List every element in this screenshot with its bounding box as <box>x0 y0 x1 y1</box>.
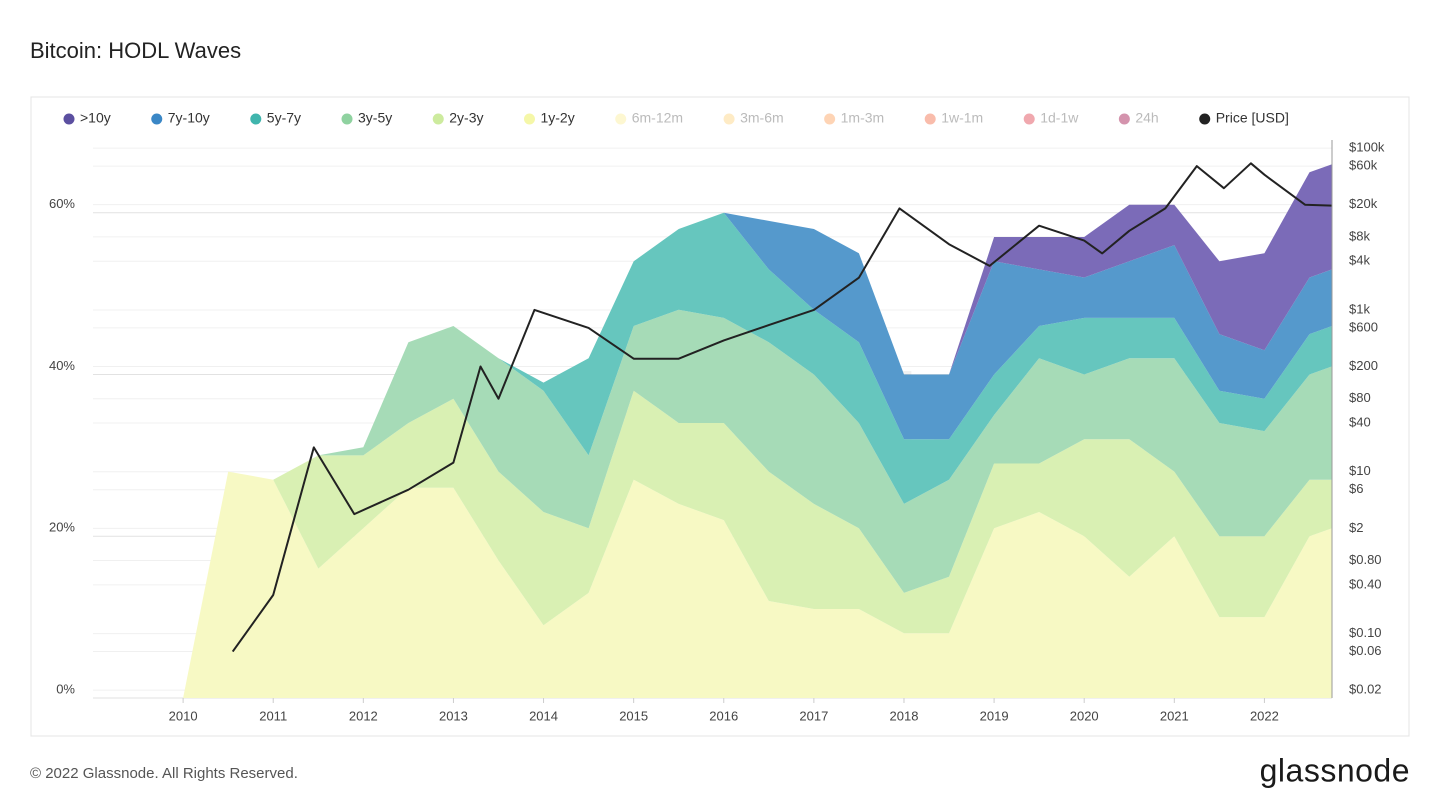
area <box>183 309 1333 698</box>
price-line <box>231 162 1333 653</box>
y2-tick-label: $6 <box>1349 481 1363 496</box>
legend-item[interactable]: 6m-12m <box>615 110 683 126</box>
legend-label: 7y-10y <box>168 110 210 126</box>
legend-label: 5y-7y <box>267 110 301 126</box>
x-tick-label: 2013 <box>439 708 468 723</box>
chart-frame <box>30 96 1410 737</box>
legend-swatch <box>523 113 535 125</box>
legend-swatch <box>1023 113 1035 125</box>
x-tick-label: 2011 <box>259 708 287 723</box>
chart-title: Bitcoin: HODL Waves <box>30 38 241 63</box>
y2-tick-label: $60k <box>1349 158 1378 173</box>
legend-swatch <box>615 113 627 125</box>
legend-item[interactable]: 2y-3y <box>432 110 484 126</box>
x-tick-label: 2022 <box>1250 708 1279 723</box>
y-tick-label: 0% <box>56 681 75 696</box>
legend-swatch <box>250 113 262 125</box>
legend-item[interactable]: 3m-6m <box>723 110 784 126</box>
legend-label: 6m-12m <box>632 110 683 126</box>
y2-tick-label: $100k <box>1349 140 1385 155</box>
y2-tick-label: $2 <box>1349 520 1363 535</box>
legend-swatch <box>341 113 353 125</box>
legend-item[interactable]: 3y-5y <box>341 110 393 126</box>
legend-label: 3y-5y <box>358 110 392 126</box>
legend-item[interactable]: 1w-1m <box>924 110 984 126</box>
y-tick-label: 20% <box>49 520 75 535</box>
x-tick-label: 2019 <box>980 708 1009 723</box>
y2-tick-label: $200 <box>1349 358 1378 373</box>
legend-item[interactable]: 1m-3m <box>824 110 884 126</box>
legend-swatch <box>151 113 163 125</box>
y2-tick-label: $0.06 <box>1349 643 1382 658</box>
y-tick-label: 40% <box>49 358 75 373</box>
legend-item[interactable]: 1y-2y <box>523 110 575 126</box>
legend-item[interactable]: Price [USD] <box>1199 110 1289 126</box>
y2-tick-label: $8k <box>1349 228 1370 243</box>
x-tick-label: 2012 <box>349 708 378 723</box>
legend-label: >10y <box>80 110 111 126</box>
y2-tick-label: $4k <box>1349 253 1370 268</box>
legend-item[interactable]: 7y-10y <box>151 110 210 126</box>
y-tick-label: 60% <box>49 196 75 211</box>
legend-label: 24h <box>1135 110 1158 126</box>
y2-tick-label: $1k <box>1349 301 1370 316</box>
legend-swatch <box>63 113 75 125</box>
y2-tick-label: $10 <box>1349 463 1371 478</box>
area <box>183 390 1333 698</box>
x-tick-label: 2014 <box>529 708 558 723</box>
x-tick-label: 2015 <box>619 708 648 723</box>
legend-item[interactable]: >10y <box>63 110 111 126</box>
footer: © 2022 Glassnode. All Rights Reserved. <box>30 765 298 782</box>
area <box>183 212 1333 699</box>
y2-tick-label: $40 <box>1349 414 1371 429</box>
x-tick-label: 2017 <box>799 708 828 723</box>
legend-label: 1d-1w <box>1040 110 1079 126</box>
x-tick-label: 2020 <box>1070 708 1099 723</box>
legend-label: 3m-6m <box>740 110 784 126</box>
y2-tick-label: $0.02 <box>1349 682 1382 697</box>
legend-item[interactable]: 24h <box>1118 110 1159 126</box>
legend-item[interactable]: 5y-7y <box>250 110 301 126</box>
legend-swatch <box>723 113 735 125</box>
x-tick-label: 2010 <box>169 708 198 723</box>
legend-label: Price [USD] <box>1216 110 1289 126</box>
brand-logo: glassnode <box>1260 752 1410 788</box>
y2-tick-label: $0.40 <box>1349 576 1382 591</box>
legend-swatch <box>924 113 936 125</box>
y2-tick-label: $600 <box>1349 319 1378 334</box>
x-tick-label: 2018 <box>890 708 919 723</box>
legend-swatch <box>432 113 444 125</box>
y2-tick-label: $80 <box>1349 390 1371 405</box>
y2-tick-label: $0.80 <box>1349 552 1382 567</box>
y2-tick-label: $0.10 <box>1349 625 1382 640</box>
legend-swatch <box>824 113 836 125</box>
legend-swatch <box>1199 113 1211 125</box>
legend-label: 1w-1m <box>941 110 983 126</box>
legend-label: 1m-3m <box>841 110 885 126</box>
legend-swatch <box>1118 113 1130 125</box>
x-tick-label: 2016 <box>709 708 738 723</box>
y2-tick-label: $20k <box>1349 196 1378 211</box>
legend-label: 1y-2y <box>540 110 574 126</box>
legend-label: 2y-3y <box>449 110 483 126</box>
legend-item[interactable]: 1d-1w <box>1023 110 1080 126</box>
x-tick-label: 2021 <box>1160 708 1189 723</box>
area <box>183 471 1333 698</box>
